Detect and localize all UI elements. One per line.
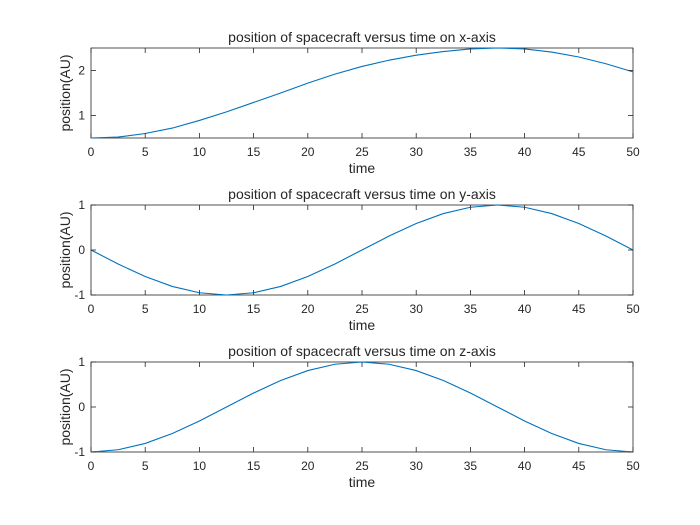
x-tick-label: 0 <box>88 145 95 159</box>
series-line-1 <box>90 204 634 296</box>
x-tick-label: 40 <box>518 145 532 159</box>
x-tick-label: 15 <box>247 459 261 473</box>
x-tick-label: 30 <box>410 145 424 159</box>
x-tick-label: 50 <box>626 302 640 316</box>
axes-box <box>90 47 634 139</box>
x-tick-label: 10 <box>193 145 207 159</box>
chart-title: position of spacecraft versus time on y-… <box>228 186 496 202</box>
chart-title: position of spacecraft versus time on z-… <box>228 343 496 359</box>
x-tick-label: 25 <box>355 459 369 473</box>
x-tick-label: 5 <box>142 145 149 159</box>
y-tick-label: -1 <box>74 445 85 459</box>
x-tick-label: 15 <box>247 145 261 159</box>
x-tick-label: 30 <box>410 459 424 473</box>
x-tick-label: 35 <box>464 302 478 316</box>
x-tick-label: 50 <box>626 145 640 159</box>
x-tick-label: 45 <box>572 459 586 473</box>
y-tick-label: 0 <box>78 243 85 257</box>
x-tick-label: 35 <box>464 459 478 473</box>
x-tick-label: 25 <box>355 302 369 316</box>
x-tick-label: 25 <box>355 145 369 159</box>
x-axis-label: time <box>349 160 376 176</box>
y-tick-label: 1 <box>78 355 85 369</box>
y-axis-label: position(AU) <box>57 54 73 131</box>
x-tick-label: 45 <box>572 145 586 159</box>
x-tick-label: 5 <box>142 459 149 473</box>
x-tick-label: 15 <box>247 302 261 316</box>
series-line-1 <box>90 47 634 139</box>
x-axis-label: time <box>349 474 376 490</box>
axes-box <box>90 361 634 453</box>
y-tick-label: 0 <box>78 400 85 414</box>
x-tick-label: 10 <box>193 459 207 473</box>
x-tick-label: 20 <box>301 459 315 473</box>
x-tick-label: 45 <box>572 302 586 316</box>
x-tick-label: 20 <box>301 145 315 159</box>
y-tick-label: -1 <box>74 288 85 302</box>
chart-title: position of spacecraft versus time on x-… <box>228 29 496 45</box>
x-tick-label: 30 <box>410 302 424 316</box>
x-tick-label: 0 <box>88 302 95 316</box>
x-tick-label: 10 <box>193 302 207 316</box>
y-tick-label: 2 <box>78 64 85 78</box>
x-tick-label: 5 <box>142 302 149 316</box>
subplot-1: 0 5 10 15 20 25 30 35 40 45 50 1 2 position of spacec… <box>57 29 640 176</box>
x-tick-label: 50 <box>626 459 640 473</box>
x-tick-label: 35 <box>464 145 478 159</box>
x-axis-label: time <box>349 317 376 333</box>
x-tick-label: 40 <box>518 302 532 316</box>
x-tick-label: 20 <box>301 302 315 316</box>
x-tick-label: 0 <box>88 459 95 473</box>
y-tick-label: 1 <box>78 198 85 212</box>
y-axis-label: position(AU) <box>57 368 73 445</box>
y-tick-label: 1 <box>78 109 85 123</box>
y-axis-label: position(AU) <box>57 211 73 288</box>
x-tick-label: 40 <box>518 459 532 473</box>
